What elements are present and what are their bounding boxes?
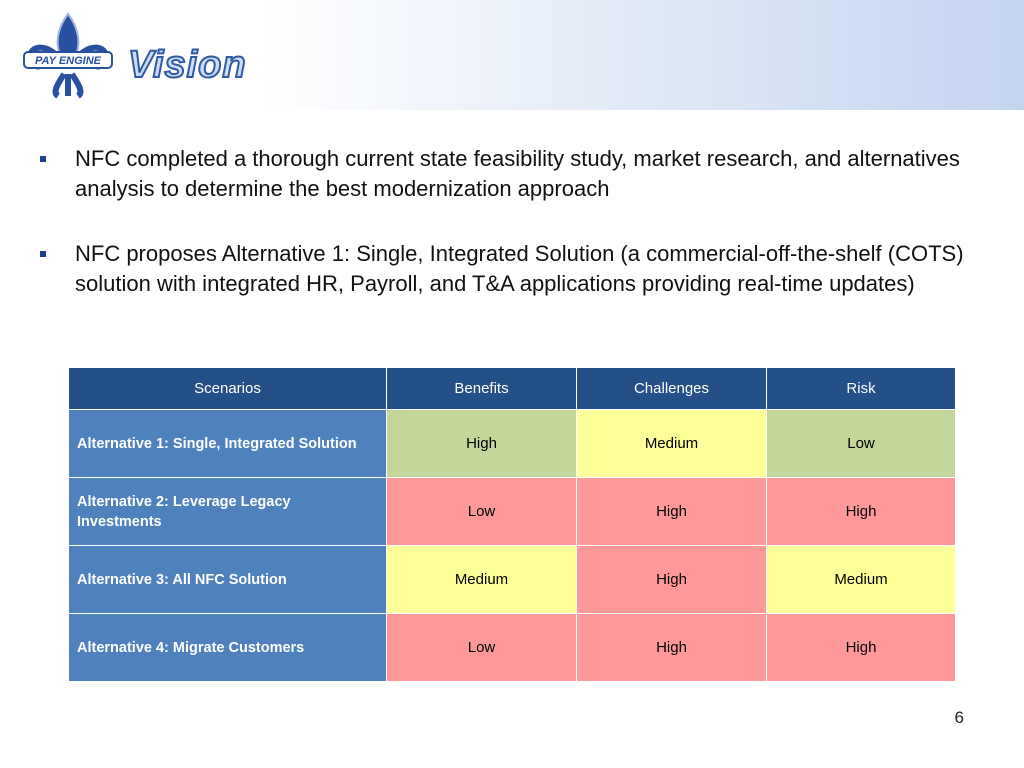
scenario-cell: Alternative 2: Leverage Legacy Investmen… (68, 477, 387, 546)
rating-cell: High (766, 477, 956, 546)
header: PAY ENGINE Vision (0, 0, 1024, 110)
scenario-cell: Alternative 4: Migrate Customers (68, 613, 387, 682)
column-header: Scenarios (68, 367, 387, 410)
page-number: 6 (954, 708, 964, 727)
column-header: Challenges (576, 367, 767, 410)
comparison-table: Scenarios Benefits Challenges Risk Alternat… (68, 367, 956, 682)
rating-cell: High (576, 477, 767, 546)
header-row: Scenarios Benefits Challenges Risk (68, 367, 956, 410)
rating-cell: High (386, 409, 577, 478)
slide-title: Vision (127, 43, 247, 87)
table-row: Alternative 2: Leverage Legacy Investmen… (68, 477, 956, 546)
scenario-cell: Alternative 3: All NFC Solution (68, 545, 387, 614)
table-row: Alternative 3: All NFC Solution Medium Hig… (68, 545, 956, 614)
bullet-list: NFC completed a thorough current state f… (40, 144, 980, 334)
rating-cell: High (766, 613, 956, 682)
rating-cell: Medium (386, 545, 577, 614)
column-header: Benefits (386, 367, 577, 410)
rating-cell: Medium (576, 409, 767, 478)
rating-cell: High (576, 613, 767, 682)
bullet: NFC proposes Alternative 1: Single, Inte… (40, 239, 980, 299)
scenario-cell: Alternative 1: Single, Integrated Soluti… (68, 409, 387, 478)
table-row: Alternative 4: Migrate Customers Low High H… (68, 613, 956, 682)
rating-cell: Medium (766, 545, 956, 614)
rating-cell: Low (766, 409, 956, 478)
column-header: Risk (766, 367, 956, 410)
bullet: NFC completed a thorough current state f… (40, 144, 980, 204)
logo: PAY ENGINE (23, 12, 113, 99)
table-row: Alternative 1: Single, Integrated Soluti… (68, 409, 956, 478)
rating-cell: High (576, 545, 767, 614)
rating-cell: Low (386, 477, 577, 546)
logo-text: PAY ENGINE (35, 55, 102, 67)
rating-cell: Low (386, 613, 577, 682)
